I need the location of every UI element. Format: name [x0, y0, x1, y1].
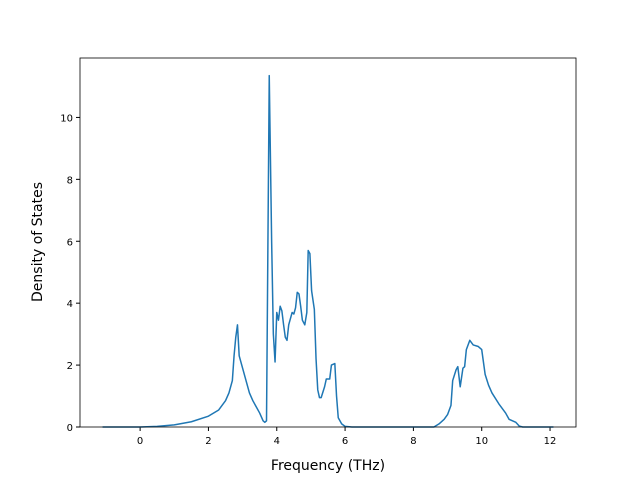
y-tick-label: 0	[67, 423, 73, 434]
x-axis-label: Frequency (THz)	[271, 458, 385, 474]
x-tick-label: 2	[205, 436, 211, 447]
x-tick-label: 8	[410, 436, 416, 447]
plot-frame	[79, 57, 577, 428]
x-tick-label: 4	[274, 436, 280, 447]
x-tick-label: 12	[544, 436, 557, 447]
x-tick-label: 0	[137, 436, 143, 447]
x-tick-label: 6	[342, 436, 348, 447]
y-tick-label: 6	[67, 237, 73, 248]
y-tick-label: 2	[67, 361, 73, 372]
y-tick-label: 10	[60, 113, 73, 124]
y-tick-label: 8	[67, 175, 73, 186]
y-tick-label: 4	[67, 299, 73, 310]
y-axis-label: Density of States	[30, 182, 46, 302]
x-tick-label: 10	[475, 436, 488, 447]
series-line	[102, 74, 554, 428]
